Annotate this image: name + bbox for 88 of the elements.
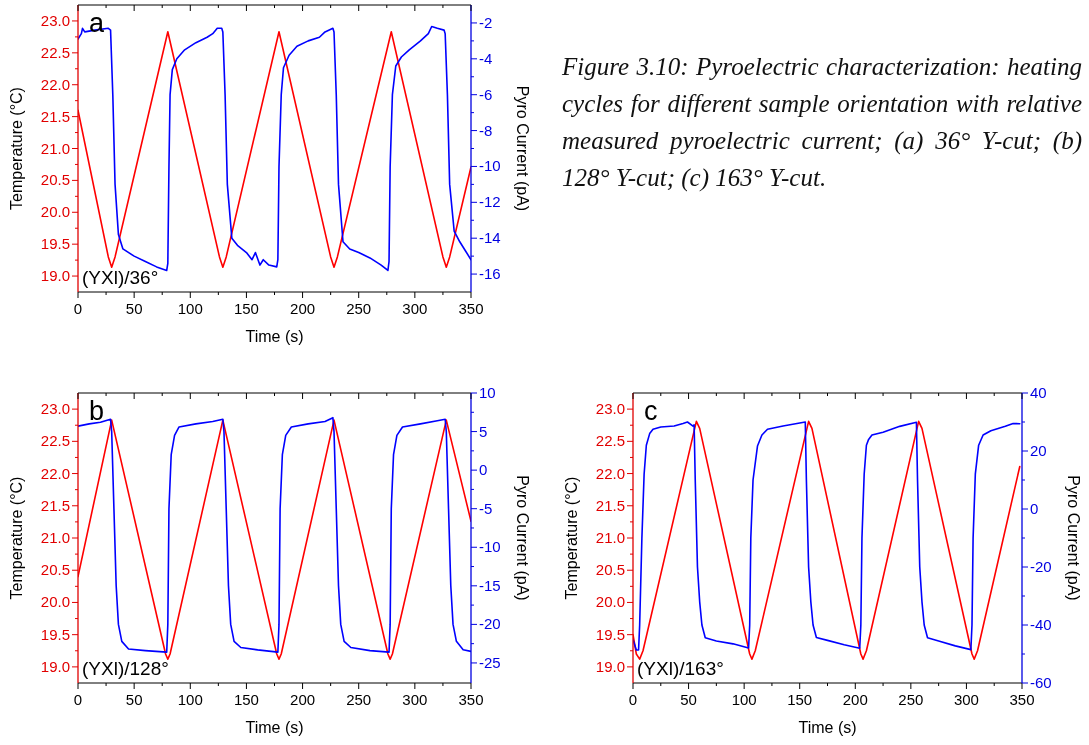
x-tick-label: 300 <box>402 691 428 708</box>
x-tick-label: 50 <box>125 300 143 317</box>
x-tick-label: 250 <box>346 300 372 317</box>
x-tick-label: 350 <box>458 300 484 317</box>
x-tick-label: 0 <box>73 691 83 708</box>
y-tick-label: 20.5 <box>40 171 70 189</box>
x-axis-title: Time (s) <box>245 328 304 345</box>
y-tick-label: 22.0 <box>595 464 625 482</box>
y-axis-title: Temperature (°C) <box>563 476 580 600</box>
y2-tick-label: 10 <box>479 384 496 401</box>
y-axis-title: Temperature (°C) <box>8 476 25 600</box>
y-tick-label: 22.0 <box>40 75 70 93</box>
y-tick-label: 20.5 <box>40 561 70 579</box>
y-tick-label: 20.5 <box>595 561 625 579</box>
y2-tick-label: -12 <box>479 193 501 211</box>
x-tick-label: 200 <box>842 691 868 708</box>
y-tick-label: 19.5 <box>40 625 70 643</box>
x-tick-label: 150 <box>233 300 259 317</box>
y2-tick-label: -20 <box>1030 558 1052 575</box>
y2-tick-label: -8 <box>479 121 493 139</box>
x-axis-title: Time (s) <box>798 719 857 736</box>
y2-tick-label: -15 <box>479 576 501 594</box>
x-tick-label: 0 <box>73 300 83 317</box>
x-tick-label: 100 <box>177 691 203 708</box>
y2-tick-label: -60 <box>1030 674 1052 691</box>
y-tick-label: 22.5 <box>595 432 625 450</box>
x-tick-label: 200 <box>290 300 316 317</box>
x-tick-label: 350 <box>1009 691 1035 708</box>
y-tick-label: 23.0 <box>40 400 70 418</box>
y-tick-label: 22.0 <box>40 464 70 482</box>
y2-tick-label: -16 <box>479 265 501 283</box>
y-tick-label: 22.5 <box>40 432 70 450</box>
annotation: (YXl)/36° <box>82 267 159 288</box>
x-tick-label: 300 <box>402 300 428 317</box>
x-tick-label: 150 <box>787 691 813 708</box>
y2-axis-title: Pyro Current (pA) <box>514 475 531 601</box>
y-tick-label: 21.5 <box>595 496 625 514</box>
x-axis-title: Time (s) <box>245 719 304 736</box>
x-tick-label: 250 <box>346 691 372 708</box>
y2-tick-label: -25 <box>479 653 501 671</box>
y2-tick-label: 20 <box>1030 442 1047 459</box>
y-tick-label: 23.0 <box>595 400 625 418</box>
y-tick-label: 20.0 <box>40 203 70 221</box>
y-tick-label: 21.0 <box>40 139 70 157</box>
y-tick-label: 19.5 <box>40 235 70 253</box>
y2-tick-label: 0 <box>1030 500 1039 517</box>
y2-tick-label: -6 <box>479 85 493 103</box>
y2-tick-label: -10 <box>479 538 501 556</box>
x-tick-label: 50 <box>680 691 697 708</box>
y2-tick-label: -10 <box>479 157 501 175</box>
y-tick-label: 20.0 <box>595 593 625 611</box>
y2-tick-label: -2 <box>479 13 493 31</box>
x-tick-label: 150 <box>233 691 259 708</box>
x-tick-label: 300 <box>953 691 979 708</box>
y2-tick-label: 5 <box>479 422 488 440</box>
y2-axis-title: Pyro Current (pA) <box>514 85 531 212</box>
y2-tick-label: 40 <box>1030 384 1047 401</box>
x-tick-label: 50 <box>125 691 143 708</box>
x-tick-label: 100 <box>177 300 203 317</box>
x-tick-label: 250 <box>898 691 924 708</box>
y2-tick-label: -14 <box>479 229 501 247</box>
y-tick-label: 20.0 <box>40 593 70 611</box>
x-tick-label: 350 <box>458 691 484 708</box>
y-tick-label: 21.0 <box>40 529 70 546</box>
y-tick-label: 19.5 <box>595 625 625 643</box>
y2-tick-label: -40 <box>1030 616 1052 633</box>
y2-axis-title: Pyro Current (pA) <box>1065 475 1082 601</box>
y-tick-label: 22.5 <box>40 43 70 61</box>
y-axis-title: Temperature (°C) <box>8 87 25 210</box>
chart-title: b <box>89 396 105 426</box>
x-tick-label: 200 <box>290 691 316 708</box>
y2-tick-label: 0 <box>479 461 488 479</box>
y2-tick-label: -5 <box>479 499 493 517</box>
annotation: (YXl)/128° <box>82 658 169 679</box>
chart-title: c <box>644 396 658 426</box>
y-tick-label: 23.0 <box>40 11 70 29</box>
y-tick-label: 21.5 <box>40 107 70 125</box>
caption: Figure 3.10: Pyroelectric characterization: heating cycles for different sample orientation with relative measured pyroelectric current; (a) 36° Y-cut; (b) 128° Y-cut; (c) 163° Y-cut. <box>562 52 1082 194</box>
y-tick-label: 19.0 <box>595 657 625 675</box>
y2-tick-label: -4 <box>479 49 493 67</box>
y2-tick-label: -20 <box>479 615 501 633</box>
annotation: (YXl)/163° <box>637 658 724 679</box>
y-tick-label: 21.5 <box>40 496 70 514</box>
y-tick-label: 19.0 <box>40 657 70 675</box>
x-tick-label: 0 <box>628 691 638 708</box>
x-tick-label: 100 <box>731 691 757 708</box>
y-tick-label: 19.0 <box>40 267 70 285</box>
y-tick-label: 21.0 <box>595 529 625 546</box>
